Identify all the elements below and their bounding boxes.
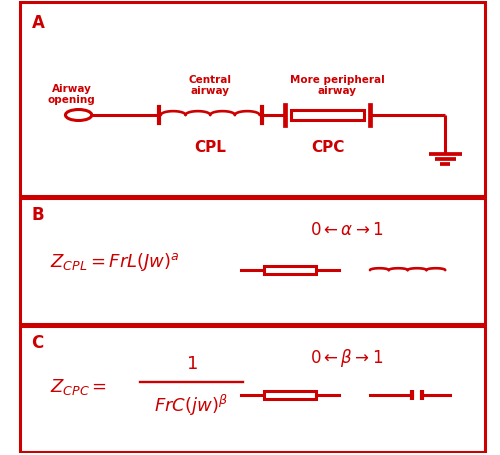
- Text: $0 \leftarrow \beta \rightarrow 1$: $0 \leftarrow \beta \rightarrow 1$: [310, 346, 383, 368]
- Text: Central
airway: Central airway: [188, 75, 232, 96]
- Text: A: A: [32, 14, 44, 32]
- Text: B: B: [32, 206, 44, 223]
- Text: Airway
opening: Airway opening: [48, 83, 96, 105]
- Text: $\it{Z}_{CPL} = \it{FrL}(\it{Jw})^{\it{a}}$: $\it{Z}_{CPL} = \it{FrL}(\it{Jw})^{\it{a…: [50, 251, 180, 273]
- FancyBboxPatch shape: [264, 391, 316, 399]
- Text: CPL: CPL: [194, 139, 226, 154]
- Text: $\it{Z}_{CPC} = $: $\it{Z}_{CPC} = $: [50, 376, 108, 396]
- Text: $\it{FrC}(\it{jw})^{\beta}$: $\it{FrC}(\it{jw})^{\beta}$: [154, 392, 228, 417]
- FancyBboxPatch shape: [20, 198, 485, 325]
- Text: C: C: [32, 333, 44, 351]
- Text: CPC: CPC: [311, 139, 344, 154]
- Text: $1$: $1$: [186, 354, 198, 373]
- FancyBboxPatch shape: [20, 326, 485, 452]
- FancyBboxPatch shape: [264, 267, 316, 275]
- Text: More peripheral
airway: More peripheral airway: [290, 75, 384, 96]
- FancyBboxPatch shape: [291, 111, 364, 121]
- FancyBboxPatch shape: [20, 3, 485, 197]
- Text: $0 \leftarrow \alpha \rightarrow 1$: $0 \leftarrow \alpha \rightarrow 1$: [310, 221, 383, 239]
